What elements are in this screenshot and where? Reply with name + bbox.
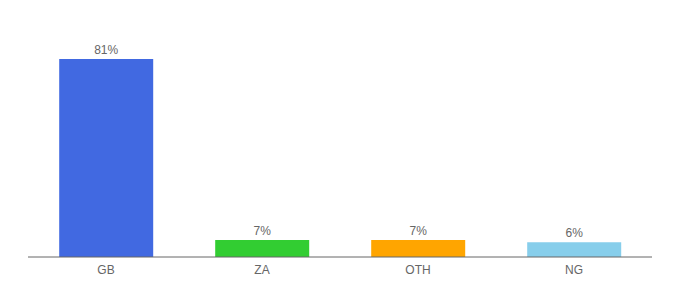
svg-text:7%: 7% [410, 224, 428, 238]
svg-text:ZA: ZA [254, 263, 269, 277]
svg-text:81%: 81% [94, 43, 118, 57]
svg-text:6%: 6% [566, 226, 584, 240]
svg-text:OTH: OTH [405, 263, 430, 277]
svg-text:NG: NG [565, 263, 583, 277]
svg-text:7%: 7% [254, 224, 272, 238]
svg-text:GB: GB [97, 263, 114, 277]
